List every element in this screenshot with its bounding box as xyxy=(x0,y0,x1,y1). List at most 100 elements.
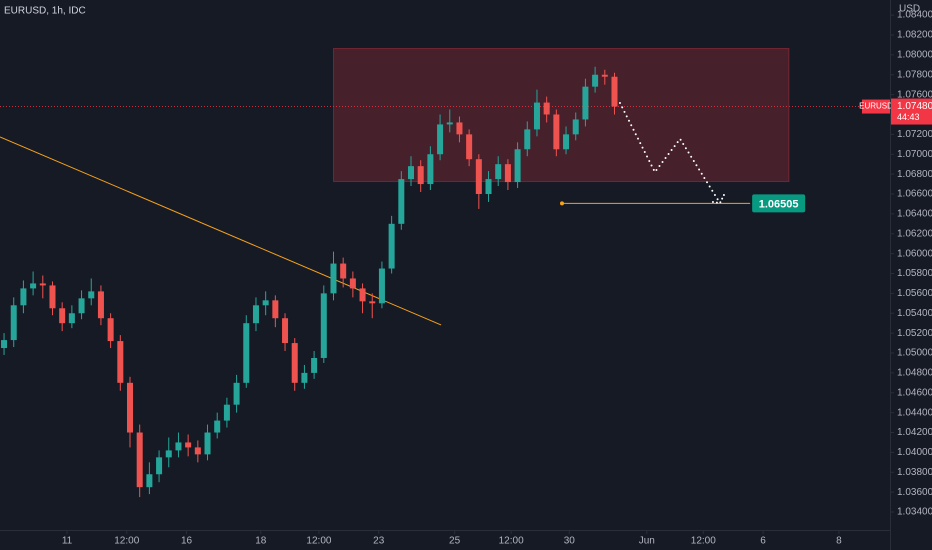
candle-body xyxy=(572,119,579,135)
y-tick-label: 1.07600 xyxy=(897,89,932,100)
y-axis-label: USD xyxy=(899,4,920,15)
candle-body xyxy=(533,102,540,130)
candle-body xyxy=(427,154,434,185)
candle-body xyxy=(165,450,172,458)
candle-body xyxy=(378,268,385,304)
candle-body xyxy=(117,341,124,383)
x-tick-label: Jun xyxy=(639,536,655,547)
candle-body xyxy=(311,357,318,373)
candle-body xyxy=(136,432,143,488)
x-tick-label: 8 xyxy=(836,536,842,547)
y-tick-label: 1.03600 xyxy=(897,487,932,498)
target-anchor xyxy=(560,201,565,206)
candle-body xyxy=(504,164,511,183)
y-tick-label: 1.03400 xyxy=(897,507,932,518)
candle-body xyxy=(417,166,424,185)
candle-body xyxy=(388,223,395,269)
y-tick-label: 1.07200 xyxy=(897,129,932,140)
y-tick-label: 1.05200 xyxy=(897,328,932,339)
candle-body xyxy=(524,129,531,150)
y-tick-label: 1.05600 xyxy=(897,288,932,299)
candle-body xyxy=(359,288,366,302)
candle-body xyxy=(611,76,618,107)
candle-body xyxy=(582,86,589,120)
candle-body xyxy=(204,432,211,455)
candle-body xyxy=(49,285,56,309)
x-tick-label: 23 xyxy=(373,536,385,547)
target-label-box xyxy=(752,194,806,213)
candle-body xyxy=(1,340,8,349)
y-tick-label: 1.06600 xyxy=(897,189,932,200)
candle-body xyxy=(59,308,66,324)
candle-body xyxy=(349,278,356,289)
y-tick-label: 1.08200 xyxy=(897,30,932,41)
candle-body xyxy=(20,288,27,306)
candle-body xyxy=(340,263,347,279)
candle-body xyxy=(437,124,444,155)
y-tick-label: 1.06400 xyxy=(897,209,932,220)
y-tick-label: 1.04000 xyxy=(897,447,932,458)
projection-arrowhead xyxy=(711,194,725,205)
candle-body xyxy=(543,102,550,115)
zone xyxy=(332,47,790,183)
target-label: 1.06505 xyxy=(759,198,799,210)
candle-body xyxy=(243,323,250,383)
candle-body xyxy=(272,300,279,319)
trendline xyxy=(0,136,442,326)
candle-body xyxy=(185,442,192,448)
candle-body xyxy=(10,305,17,341)
candle-body xyxy=(262,300,269,306)
x-tick-label: 30 xyxy=(564,536,576,547)
candle-body xyxy=(553,114,560,150)
x-tick-label: 12:00 xyxy=(691,536,716,547)
candle-body xyxy=(301,372,308,383)
y-tick-label: 1.05400 xyxy=(897,308,932,319)
symbol-tag-label: EURUSD xyxy=(859,102,893,111)
candle-body xyxy=(456,122,463,135)
candle-body xyxy=(78,298,85,314)
x-tick-label: 11 xyxy=(62,536,73,547)
candle-body xyxy=(233,382,240,405)
candle-body xyxy=(398,179,405,224)
candle-body xyxy=(291,343,298,383)
x-tick-label: 18 xyxy=(255,536,267,547)
candle-body xyxy=(146,474,153,488)
symbol-tag xyxy=(862,99,890,114)
candle-body xyxy=(408,166,415,180)
y-tick-label: 1.05800 xyxy=(897,268,932,279)
y-tick-label: 1.07800 xyxy=(897,69,932,80)
candle-body xyxy=(495,164,502,180)
y-tick-label: 1.04400 xyxy=(897,407,932,418)
candle-body xyxy=(156,457,163,475)
x-tick-label: 12:00 xyxy=(499,536,524,547)
candle-body xyxy=(175,442,182,451)
y-tick-label: 1.05000 xyxy=(897,348,932,359)
candle-body xyxy=(194,447,201,455)
candle-body xyxy=(107,318,114,342)
candle-body xyxy=(282,318,289,344)
candle-body xyxy=(592,74,599,87)
candle-body xyxy=(97,291,104,319)
candle-body xyxy=(223,404,230,421)
candle-body xyxy=(466,134,473,160)
y-tick-label: 1.08000 xyxy=(897,49,932,60)
candle-body xyxy=(563,134,570,150)
y-tick-label: 1.04600 xyxy=(897,387,932,398)
candle-body xyxy=(126,382,134,433)
candle-body xyxy=(214,420,221,433)
candle-body xyxy=(39,283,46,286)
x-tick-label: 12:00 xyxy=(114,536,139,547)
x-tick-label: 6 xyxy=(760,536,766,547)
y-tick-label: 1.06000 xyxy=(897,248,932,259)
candle-body xyxy=(30,283,37,289)
y-tick-label: 1.04200 xyxy=(897,427,932,438)
y-tick-label: 1.03800 xyxy=(897,467,932,478)
candle-body xyxy=(446,122,453,125)
chart-title: EURUSD, 1h, IDC xyxy=(4,6,86,17)
countdown-label: 44:43 xyxy=(897,112,920,122)
candle-body xyxy=(88,291,95,299)
candle-body xyxy=(514,149,521,183)
